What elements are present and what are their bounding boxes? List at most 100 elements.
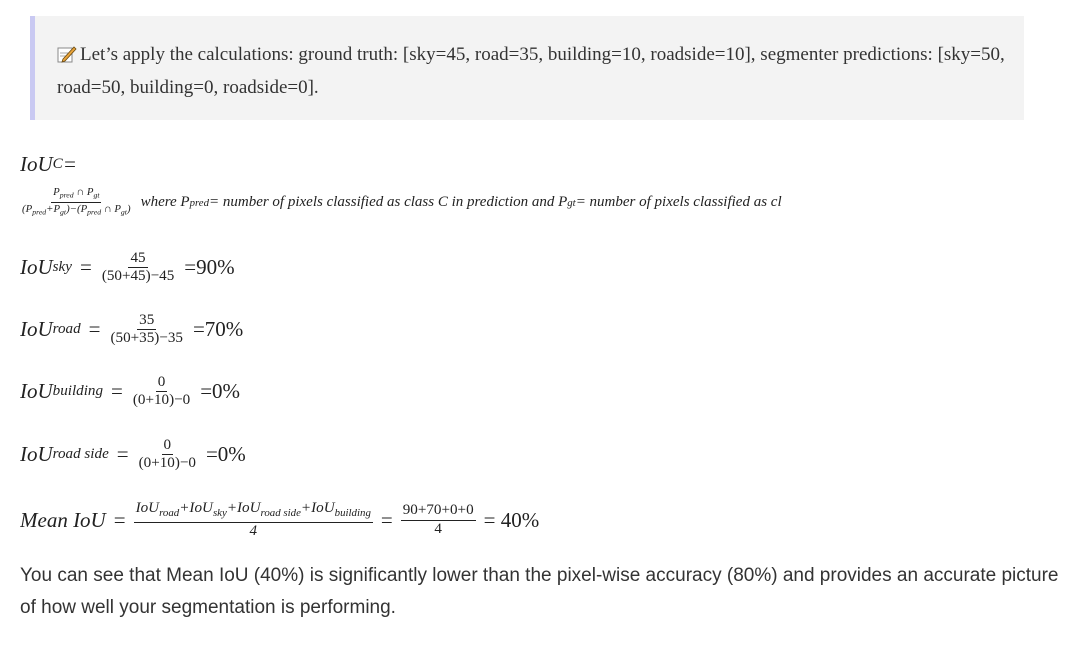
math-text: Mean IoU <box>20 508 106 533</box>
math-token: =70% <box>192 317 244 342</box>
fraction: 0 (0+10)−0 <box>131 374 192 410</box>
math-text: IoU road <box>20 317 81 342</box>
math-text: IoU C = <box>20 152 77 177</box>
math-subscript: gt <box>60 207 67 217</box>
math-token: IoU <box>20 442 53 467</box>
math-token: +P <box>46 203 61 216</box>
pencil-icon <box>57 46 77 63</box>
math-token: ∩ P <box>101 203 121 216</box>
math-token: 4 <box>434 520 442 537</box>
numerator: Ppred ∩ Pgt <box>51 186 102 204</box>
math-token: +IoU <box>300 500 335 516</box>
math-token: where P <box>140 194 190 211</box>
math-text: = 40% <box>484 508 540 533</box>
math-token: IoU <box>20 152 53 176</box>
math-token: ) <box>126 203 131 216</box>
math-token: 35 <box>139 312 155 328</box>
fraction: 90+70+0+0 4 <box>400 502 476 538</box>
math-subscript: gt <box>120 207 127 217</box>
math-text: = <box>117 442 129 467</box>
denominator: (50+35)−35 <box>109 330 185 347</box>
math-text: =0% <box>206 442 246 467</box>
math-token: = <box>116 442 129 467</box>
math-text: IoU sky <box>20 255 72 280</box>
fraction: 0 (0+10)−0 <box>137 437 198 473</box>
math-token: = <box>111 379 123 404</box>
math-subscript: road side <box>260 506 301 519</box>
equation-row: Ppred ∩ Pgt (Ppred+Pgt)−(Ppred ∩ Pgt) wher… <box>20 186 1080 219</box>
math-token: +IoU <box>226 500 261 516</box>
math-subscript: sky <box>212 506 227 519</box>
math-token: = <box>380 507 393 532</box>
math-text: =90% <box>184 255 234 280</box>
math-subscript: road <box>159 506 180 519</box>
numerator: 90+70+0+0 <box>400 502 476 521</box>
denominator: (50+45)−45 <box>100 268 176 285</box>
math-text: = <box>381 508 393 533</box>
fraction: 45 (50+45)−45 <box>100 250 176 286</box>
equation-row: IoU sky = 45 (50+45)−45 =90% <box>20 250 1080 286</box>
math-subscript: pred <box>32 207 47 217</box>
equation-row: IoU building = 0 (0+10)−0 =0% <box>20 374 1080 410</box>
fraction: IoUroad+IoUsky+IoUroad side+IoUbuilding 4 <box>133 500 373 541</box>
numerator: 35 <box>137 312 157 331</box>
equation-row: Mean IoU = IoUroad+IoUsky+IoUroad side+IoU… <box>20 500 1080 541</box>
math-subscript: gt <box>93 190 100 200</box>
math-token: (P <box>22 203 33 216</box>
numerator: 0 <box>155 374 168 393</box>
math-token: =90% <box>184 255 235 280</box>
math-token: (50+35)−35 <box>110 330 183 347</box>
math-text: =70% <box>193 317 243 342</box>
denominator: (Ppred+Pgt)−(Ppred ∩ Pgt) <box>20 203 133 219</box>
math-token: (50+45)−45 <box>101 268 175 285</box>
math-token: IoU <box>135 500 160 516</box>
math-subscript: building <box>52 383 104 400</box>
equation-row: IoU road side = 0 (0+10)−0 =0% <box>20 437 1080 473</box>
math-token: =0% <box>205 442 246 467</box>
equation-row: IoU C = <box>20 152 1080 177</box>
math-token: 45 <box>130 250 146 266</box>
math-token: = <box>113 507 126 532</box>
math-subscript: sky <box>52 259 72 276</box>
math-text: IoU building <box>20 379 103 404</box>
math-token: (0+10)−0 <box>138 455 196 472</box>
math-token: =0% <box>200 379 241 404</box>
math-token: 0 <box>163 437 172 453</box>
callout-text: Let’s apply the calculations: ground tru… <box>57 38 1017 104</box>
math-text: = <box>111 379 123 404</box>
math-token: = number of pixels classified as cl <box>575 194 782 211</box>
denominator: (0+10)−0 <box>137 455 198 472</box>
numerator: 0 <box>161 437 174 456</box>
math-token: = <box>79 255 92 280</box>
math-text: =0% <box>200 379 240 404</box>
math-token: P <box>53 186 60 198</box>
math-text: IoU road side <box>20 442 109 467</box>
denominator: 4 <box>247 523 259 540</box>
math-token: = 40% <box>483 507 540 532</box>
fraction: 35 (50+35)−35 <box>109 312 185 348</box>
math-text: = <box>89 317 101 342</box>
math-token: Mean IoU <box>20 507 106 532</box>
math-token: = <box>88 317 101 342</box>
math-text: = <box>114 508 126 533</box>
math-token: IoU <box>20 255 53 280</box>
denominator: (0+10)−0 <box>131 392 192 409</box>
math-token: 90+70+0+0 <box>402 502 474 519</box>
math-token: 4 <box>249 523 258 540</box>
numerator: IoUroad+IoUsky+IoUroad side+IoUbuilding <box>133 500 373 524</box>
math-token: (0+10)−0 <box>132 392 191 409</box>
fraction: Ppred ∩ Pgt (Ppred+Pgt)−(Ppred ∩ Pgt) <box>20 186 133 219</box>
math-subscript: C <box>52 156 63 172</box>
callout: Let’s apply the calculations: ground tru… <box>30 16 1024 120</box>
math-token: IoU <box>20 379 53 404</box>
math-token: +IoU <box>179 500 213 516</box>
math-subscript: road side <box>52 446 109 463</box>
paragraph: You can see that Mean IoU (40%) is signi… <box>20 565 1059 618</box>
math-token: ∩ P <box>73 186 94 198</box>
callout-body: Let’s apply the calculations: ground tru… <box>57 44 1005 98</box>
math-subscript: pred <box>59 190 74 200</box>
math-subscript: building <box>334 506 371 519</box>
math-token: 0 <box>157 374 166 390</box>
denominator: 4 <box>432 521 444 538</box>
